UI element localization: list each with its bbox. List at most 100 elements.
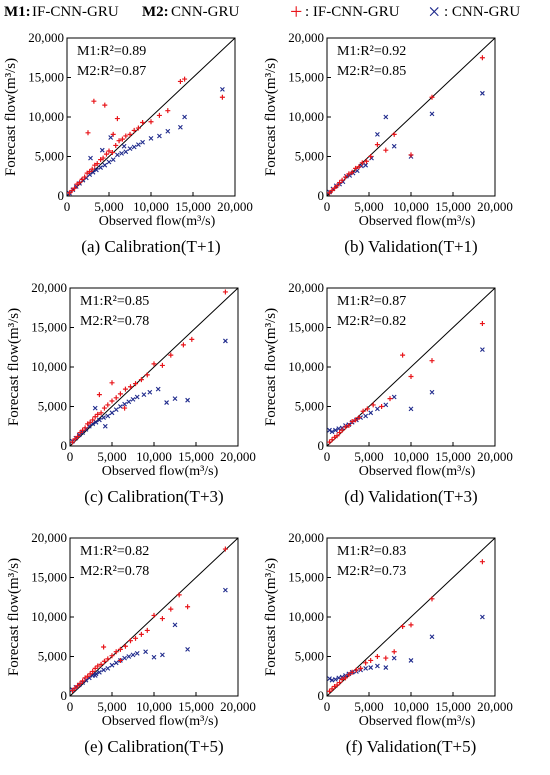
panel-caption: (d) Validation(T+3): [344, 487, 477, 506]
data-point-if-cnn-gru: [87, 671, 93, 677]
y-tick-label: 0: [318, 188, 325, 203]
r2-annotation: M1:R²=0.92: [337, 44, 406, 59]
data-point-if-cnn-gru: [87, 169, 93, 175]
x-tick-label: 20,000: [477, 699, 513, 714]
data-point-if-cnn-gru: [82, 425, 88, 431]
data-point-if-cnn-gru: [70, 687, 76, 693]
data-point-if-cnn-gru: [159, 362, 165, 368]
x-tick-label: 15,000: [175, 199, 211, 214]
x-tick-label: 0: [64, 199, 71, 214]
data-point-if-cnn-gru: [479, 559, 485, 565]
data-point-if-cnn-gru: [363, 660, 369, 666]
data-point-if-cnn-gru: [98, 661, 104, 667]
data-point-cnn-gru: [480, 90, 485, 96]
data-point-if-cnn-gru: [123, 133, 129, 139]
data-point-if-cnn-gru: [391, 131, 397, 137]
data-point-if-cnn-gru: [156, 112, 162, 118]
data-point-cnn-gru: [383, 402, 389, 408]
x-tick-label: 15,000: [178, 699, 214, 714]
data-point-if-cnn-gru: [92, 665, 98, 671]
x-tick-label: 20,000: [220, 449, 256, 464]
y-tick-label: 10,000: [31, 359, 67, 374]
data-point-if-cnn-gru: [180, 342, 186, 348]
data-point-if-cnn-gru: [368, 657, 374, 663]
data-point-if-cnn-gru: [400, 352, 406, 358]
y-tick-label: 20,000: [31, 530, 67, 545]
data-point-if-cnn-gru: [98, 157, 104, 163]
data-point-cnn-gru: [115, 152, 120, 158]
data-point-if-cnn-gru: [144, 372, 150, 378]
data-point-if-cnn-gru: [479, 55, 485, 61]
chart-panel-6: 0 5,000 10,000 15,000 20,000 0 5,000 10,000 15,0…: [263, 530, 513, 756]
data-point-cnn-gru: [220, 86, 225, 92]
data-point-cnn-gru: [363, 413, 369, 419]
x-tick-label: 10,000: [133, 199, 169, 214]
data-point-cnn-gru: [148, 135, 154, 141]
data-point-if-cnn-gru: [339, 427, 345, 433]
data-point-if-cnn-gru: [364, 406, 370, 412]
data-point-cnn-gru: [88, 155, 93, 161]
data-point-if-cnn-gru: [75, 683, 81, 689]
data-point-if-cnn-gru: [346, 171, 352, 177]
y-tick-label: 10,000: [288, 609, 324, 624]
y-axis-label: Forecast flow(m³/s): [263, 58, 279, 176]
legend-x-marker: ×: [428, 0, 441, 24]
data-point-if-cnn-gru: [116, 138, 122, 144]
data-point-cnn-gru: [93, 419, 99, 425]
y-tick-label: 15,000: [288, 320, 324, 335]
data-point-if-cnn-gru: [98, 410, 104, 416]
y-axis-label: Forecast flow(m³/s): [6, 558, 22, 676]
data-point-cnn-gru: [113, 407, 119, 413]
data-point-cnn-gru: [408, 658, 414, 663]
data-point-if-cnn-gru: [80, 678, 86, 684]
data-point-cnn-gru: [480, 347, 485, 353]
data-point-if-cnn-gru: [119, 136, 125, 142]
data-point-cnn-gru: [383, 114, 389, 120]
r2-annotation: M1:R²=0.89: [77, 44, 146, 59]
x-axis-label: Observed flow(m³/s): [99, 214, 216, 229]
data-point-cnn-gru: [123, 149, 129, 155]
x-tick-label: 0: [324, 449, 331, 464]
r2-annotation: M1:R²=0.87: [337, 294, 406, 309]
data-point-if-cnn-gru: [103, 151, 109, 157]
y-tick-label: 10,000: [288, 109, 324, 124]
data-point-if-cnn-gru: [329, 437, 335, 443]
data-point-if-cnn-gru: [479, 321, 485, 327]
y-tick-label: 0: [61, 688, 68, 703]
data-point-cnn-gru: [172, 622, 178, 628]
y-tick-label: 5,000: [38, 649, 67, 664]
data-point-cnn-gru: [92, 405, 98, 411]
data-point-if-cnn-gru: [148, 119, 154, 125]
y-tick-label: 0: [318, 438, 325, 453]
data-point-if-cnn-gru: [408, 373, 414, 379]
y-tick-label: 15,000: [28, 70, 64, 85]
data-point-cnn-gru: [127, 146, 133, 151]
figure-panels: 0 5,000 10,000 15,000 20,000 0 5,000 10,000 15,0…: [3, 30, 513, 756]
data-point-if-cnn-gru: [329, 686, 335, 692]
chart-panel-2: 0 5,000 10,000 15,000 20,000 0 5,000 10,000 15,0…: [263, 30, 513, 256]
data-point-if-cnn-gru: [75, 434, 81, 440]
data-point-if-cnn-gru: [332, 434, 338, 440]
data-point-if-cnn-gru: [222, 289, 228, 295]
x-axis-label: Observed flow(m³/s): [359, 464, 476, 479]
data-point-cnn-gru: [368, 665, 374, 670]
data-point-if-cnn-gru: [82, 174, 88, 180]
data-point-if-cnn-gru: [114, 116, 120, 122]
data-point-if-cnn-gru: [332, 185, 338, 191]
data-point-cnn-gru: [327, 427, 332, 433]
x-tick-label: 5,000: [354, 199, 383, 214]
data-point-if-cnn-gru: [165, 108, 171, 114]
data-point-if-cnn-gru: [92, 414, 98, 420]
data-point-cnn-gru: [113, 660, 119, 666]
x-axis-label: Observed flow(m³/s): [102, 714, 219, 729]
data-point-if-cnn-gru: [90, 669, 96, 675]
chart-panel-3: 0 5,000 10,000 15,000 20,000 0 5,000 10,000 15,0…: [6, 280, 256, 506]
legend-plus-text: : IF-CNN-GRU: [305, 4, 400, 20]
r2-annotation: M2:R²=0.82: [337, 314, 406, 329]
data-point-if-cnn-gru: [144, 627, 150, 633]
x-tick-label: 10,000: [393, 699, 429, 714]
data-point-cnn-gru: [109, 662, 115, 668]
data-point-cnn-gru: [182, 114, 187, 120]
x-tick-label: 0: [67, 699, 74, 714]
data-point-if-cnn-gru: [370, 402, 376, 408]
